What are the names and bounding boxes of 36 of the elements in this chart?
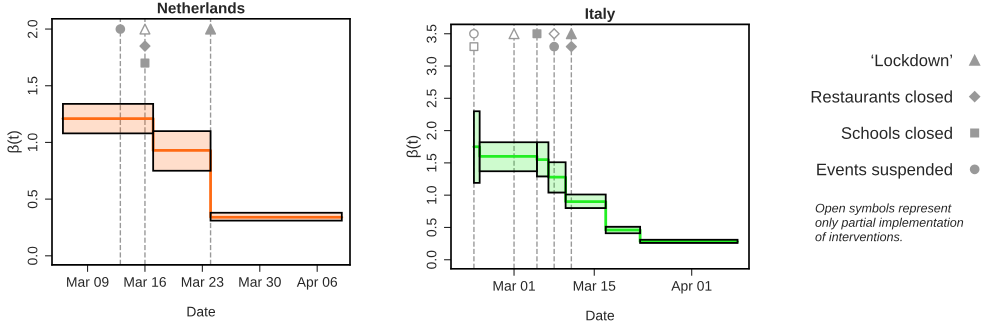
y-tick-label: 2.0 bbox=[28, 20, 38, 38]
y-tick-label: 0.0 bbox=[28, 246, 38, 265]
x-axis-title: Date bbox=[586, 310, 614, 320]
x-axis-title: Date bbox=[187, 306, 216, 316]
chart-title: Netherlands bbox=[158, 2, 245, 14]
y-tick-label: 3.0 bbox=[426, 56, 436, 76]
point bbox=[115, 24, 126, 34]
x-tick-label: Mar 01 bbox=[494, 280, 535, 291]
x-tick-label: Mar 16 bbox=[124, 277, 166, 287]
y-axis-title: β(t) bbox=[7, 131, 22, 152]
x-tick-label: Mar 23 bbox=[182, 277, 224, 287]
legend-label: ‘Lockdown’ bbox=[872, 54, 952, 66]
point bbox=[139, 40, 151, 52]
y-tick-label: 2.0 bbox=[426, 121, 436, 140]
y-tick-label: 1.0 bbox=[426, 186, 436, 204]
y-tick-label: 1.5 bbox=[28, 76, 38, 94]
text: Open symbols represent only partial implementation of interventions. bbox=[815, 203, 964, 242]
point bbox=[139, 24, 151, 35]
legend-label: Restaurants closed bbox=[812, 90, 952, 103]
x-tick-label: Apr 06 bbox=[296, 277, 338, 290]
y-tick-label: 0.5 bbox=[426, 218, 436, 237]
y-tick-label: 0.0 bbox=[426, 250, 436, 269]
x-tick-label: Mar 15 bbox=[574, 281, 616, 291]
y-tick-label: 3.5 bbox=[426, 24, 436, 43]
legend-label: Events suspended bbox=[817, 163, 952, 179]
y-tick-label: 1.0 bbox=[28, 133, 38, 152]
x-tick-label: Mar 09 bbox=[67, 277, 108, 287]
x-tick-label: Mar 30 bbox=[239, 277, 281, 287]
y-tick-label: 1.5 bbox=[426, 154, 436, 172]
y-tick-label: 0.5 bbox=[28, 190, 38, 208]
y-tick-label: 2.5 bbox=[426, 89, 436, 108]
legend-label: Schools closed bbox=[842, 126, 952, 139]
chart-title: Italy bbox=[586, 8, 616, 22]
x-tick-label: Apr 01 bbox=[671, 280, 712, 294]
point bbox=[140, 58, 150, 68]
y-axis-title: β(t) bbox=[406, 136, 421, 158]
